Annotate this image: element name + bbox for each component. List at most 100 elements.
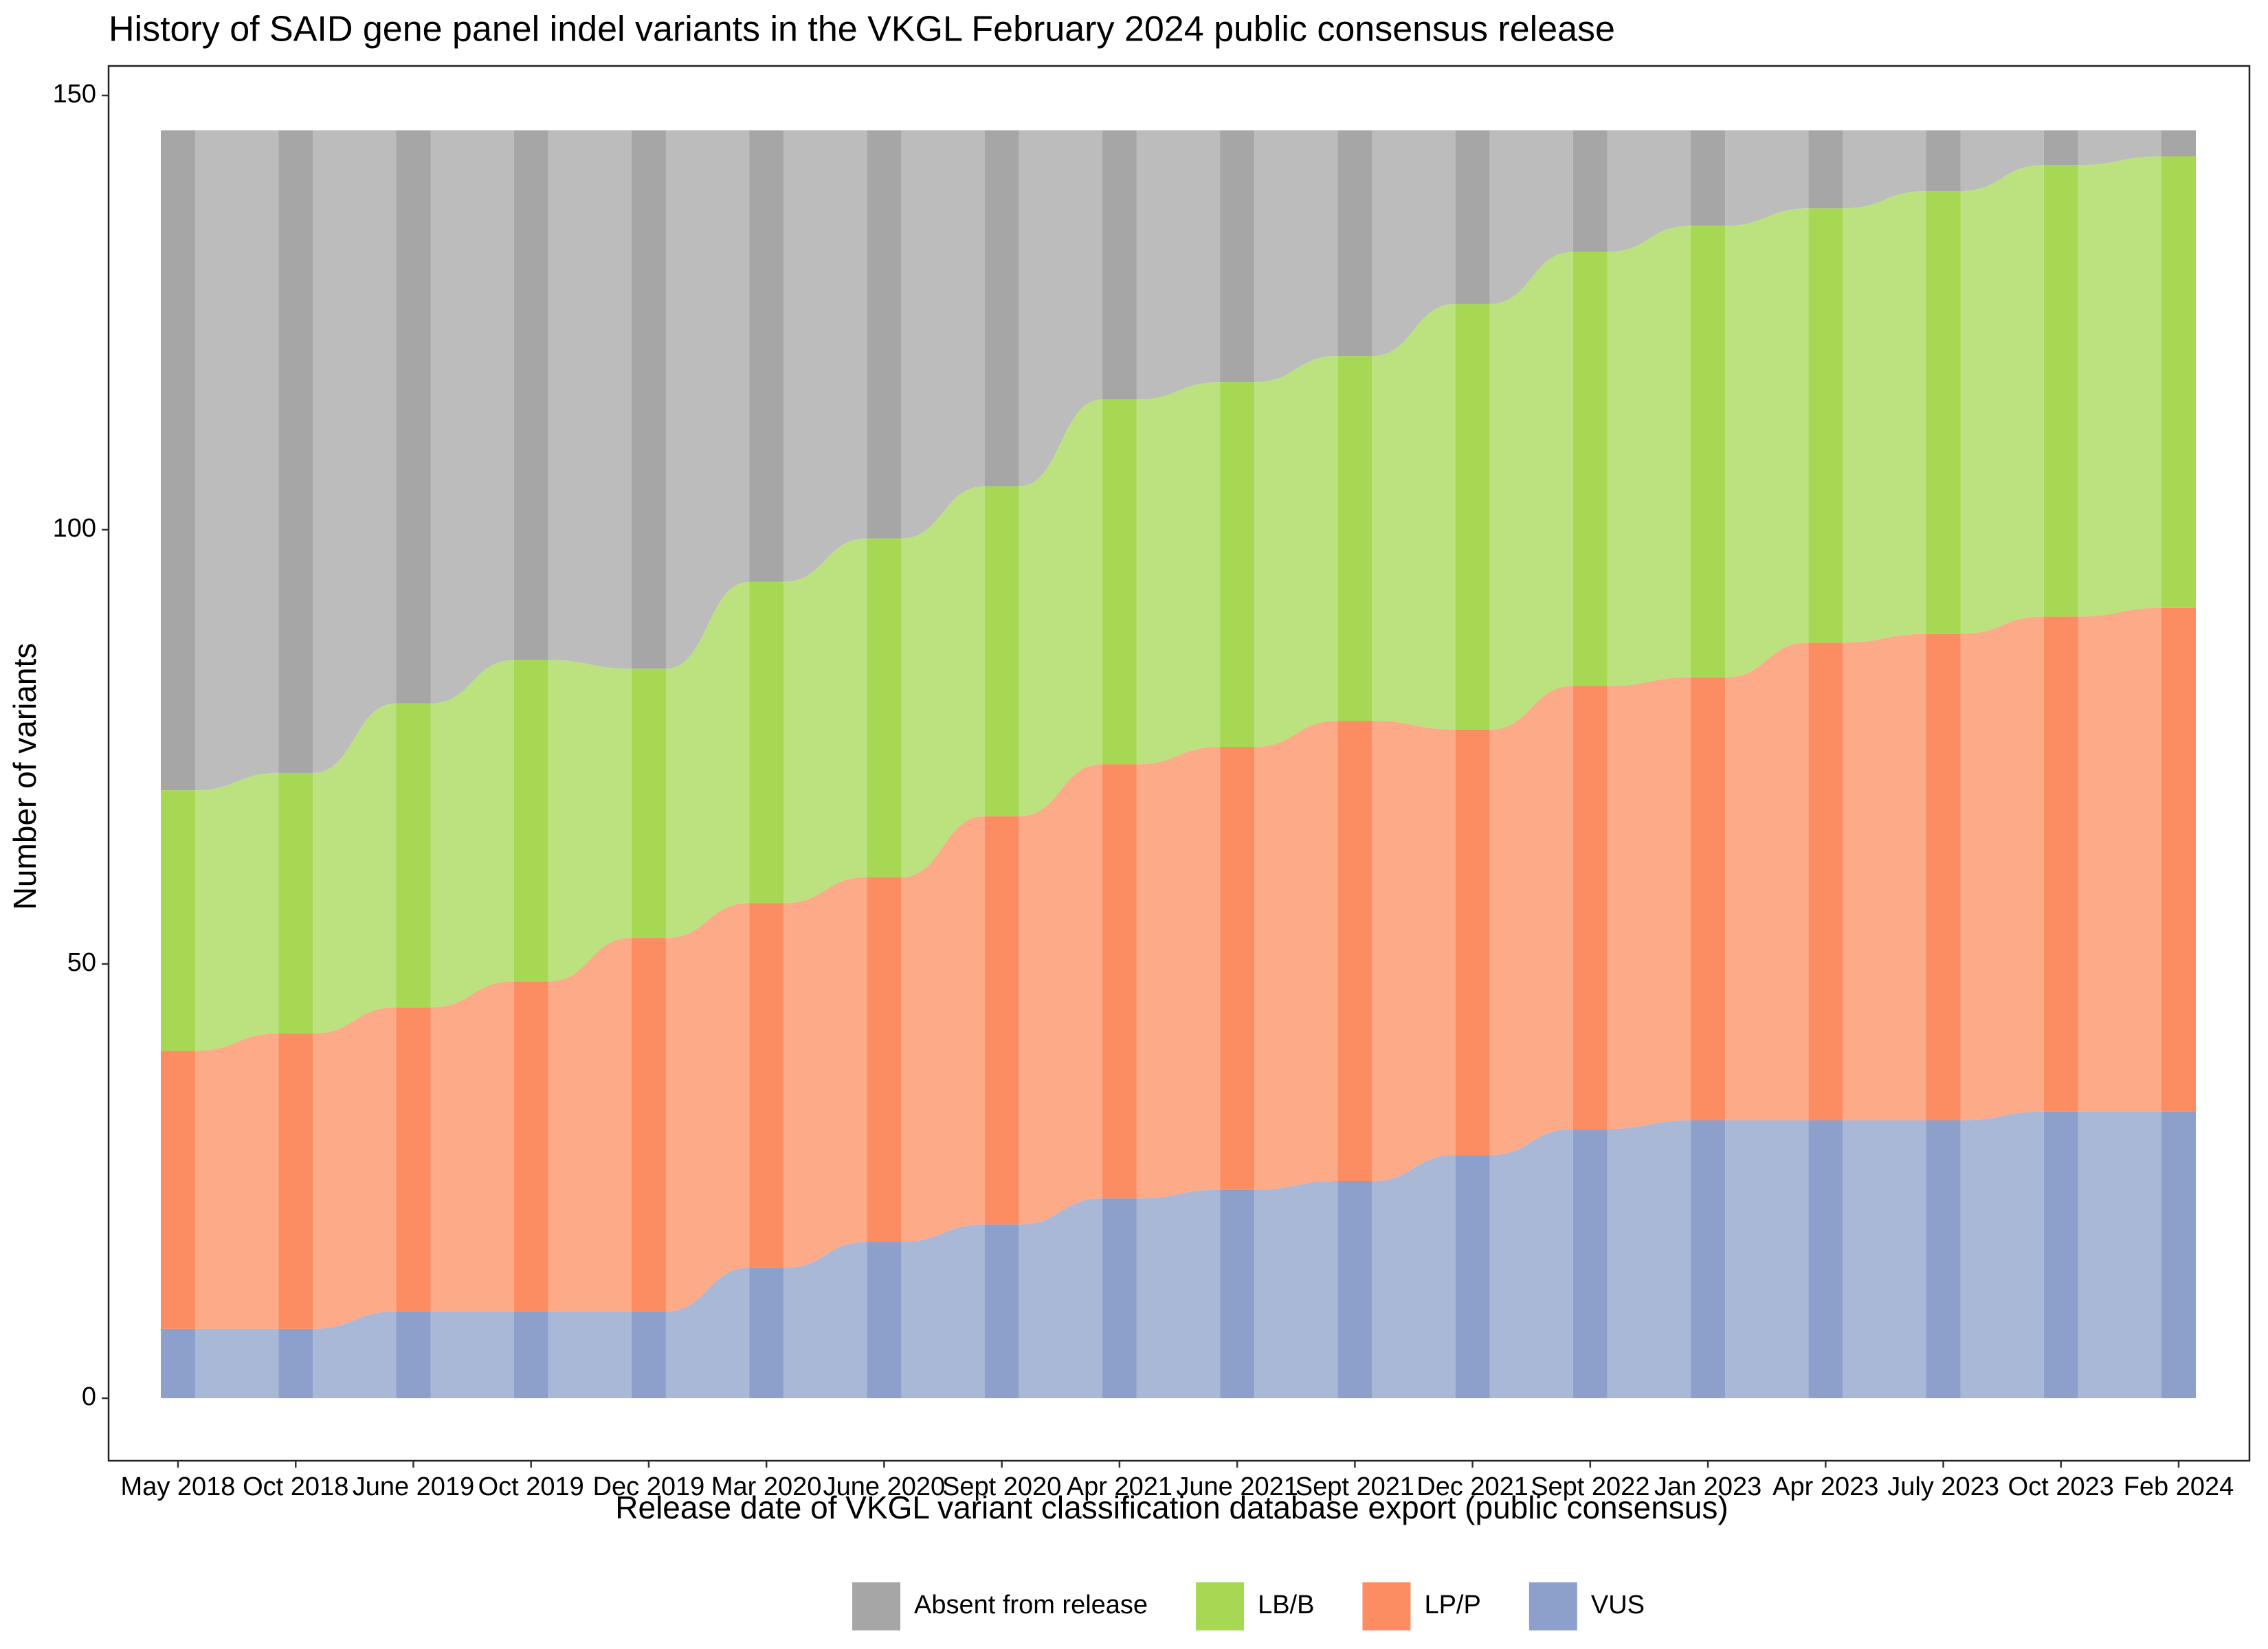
flow (783, 130, 867, 582)
flow (195, 1328, 279, 1398)
stratum (161, 130, 195, 791)
stratum (749, 903, 784, 1268)
stratum (749, 130, 784, 582)
x-axis-title: Release date of VKGL variant classificat… (615, 1490, 1728, 1525)
flow (313, 1007, 397, 1329)
stratum (984, 486, 1019, 817)
stratum (867, 538, 902, 877)
stratum (2043, 130, 2078, 166)
x-tick-label: June 2019 (353, 1472, 475, 1501)
stratum (1220, 130, 1255, 383)
stratum (2161, 156, 2196, 608)
stratum (1102, 1198, 1137, 1398)
stratum (1808, 208, 1843, 643)
stratum (2043, 616, 2078, 1112)
stratum (1337, 1180, 1372, 1398)
stratum (867, 130, 902, 539)
stratum (1337, 721, 1372, 1181)
stratum (1337, 356, 1372, 721)
legend-swatch (1528, 1582, 1577, 1630)
flow (665, 130, 750, 669)
stratum (1691, 130, 1726, 226)
y-tick-label: 100 (53, 514, 96, 543)
stratum (1926, 633, 1961, 1121)
x-tick-label: Sept 2022 (1531, 1472, 1649, 1501)
stratum (1455, 729, 1490, 1156)
stratum (396, 1311, 431, 1398)
flow (430, 130, 514, 704)
flow (1489, 686, 1573, 1156)
flow (1607, 225, 1691, 686)
legend-label: LP/P (1424, 1591, 1480, 1619)
stratum (984, 1224, 1019, 1398)
stratum (161, 790, 195, 1051)
flow (1019, 1198, 1102, 1398)
flow (1372, 130, 1456, 357)
y-axis-title: Number of variants (7, 643, 43, 910)
flow (1136, 746, 1221, 1199)
stratum (749, 581, 784, 904)
flow (783, 538, 867, 904)
flow (2078, 607, 2161, 1112)
flow (548, 660, 632, 982)
flow (1254, 1180, 1338, 1398)
stratum (1926, 191, 1961, 634)
flow (1607, 130, 1691, 252)
legend-label: LB/B (1258, 1591, 1314, 1619)
flow (1725, 130, 1809, 226)
flow (1843, 1120, 1926, 1398)
flow (313, 1311, 397, 1398)
stratum (2161, 607, 2196, 1112)
stratum (1455, 304, 1490, 730)
stratum (278, 1328, 313, 1398)
flow (195, 772, 279, 1051)
stratum (1102, 399, 1137, 765)
flow (1254, 356, 1338, 747)
stratum (1691, 677, 1726, 1121)
stratum (1102, 764, 1137, 1199)
flow (1489, 130, 1573, 304)
x-tick-label: Mar 2020 (711, 1472, 822, 1501)
stratum (1455, 1155, 1490, 1398)
stratum (2043, 165, 2078, 617)
flow (2078, 130, 2161, 166)
flow (783, 1242, 867, 1398)
stratum (161, 1051, 195, 1329)
flow (1607, 677, 1691, 1130)
plot-area (161, 130, 2196, 1398)
stratum (1220, 746, 1255, 1190)
flow (430, 660, 514, 1008)
stratum (513, 1311, 548, 1398)
flow (901, 1224, 985, 1398)
x-tick-label: Oct 2019 (478, 1472, 584, 1501)
x-tick-label: Oct 2018 (243, 1472, 348, 1501)
flow (548, 938, 632, 1312)
flow (195, 130, 279, 791)
x-tick-label: June 2021 (1176, 1472, 1298, 1501)
stratum (1572, 130, 1608, 252)
flow (901, 486, 985, 877)
flow (665, 1268, 750, 1398)
flow (1960, 130, 2044, 192)
stratum (631, 669, 666, 939)
x-tick-label: July 2023 (1887, 1472, 1999, 1501)
flow (1136, 382, 1221, 765)
legend-label: Absent from release (914, 1591, 1148, 1619)
flow (1136, 1189, 1221, 1398)
x-tick-label: Feb 2024 (2124, 1472, 2234, 1501)
y-tick-label: 150 (53, 80, 96, 109)
x-tick-label: Sept 2021 (1296, 1472, 1414, 1501)
stratum (631, 938, 666, 1312)
flow (1489, 1129, 1573, 1398)
stratum (2161, 1111, 2196, 1398)
flow (2078, 156, 2161, 617)
stratum (2161, 130, 2196, 157)
stratum (1572, 686, 1608, 1130)
stratum (1337, 130, 1372, 357)
flow (313, 703, 397, 1034)
flow (1725, 208, 1809, 677)
x-tick-label: June 2020 (823, 1472, 946, 1501)
stratum (1926, 1120, 1961, 1398)
stratum (396, 130, 431, 704)
